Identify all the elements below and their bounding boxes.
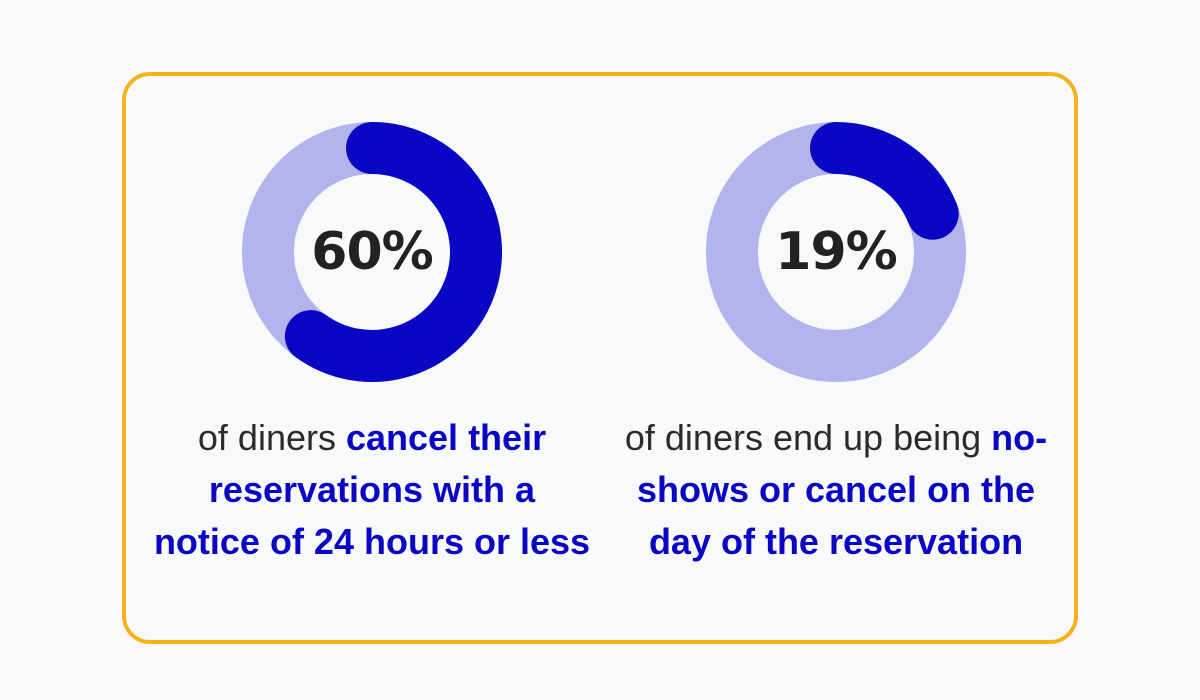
stats-card: 60% of diners cancel their reservations … (122, 72, 1078, 644)
caption-emphasis-text: cancel their reservations with a notice … (153, 417, 591, 562)
caption-plain-text: of diners end up being (624, 417, 992, 458)
caption-plain-text: of diners (197, 417, 346, 458)
caption-emphasis-text: no-shows or cancel on the day of the res… (636, 417, 1048, 562)
stat-cancel-24h: 60% of diners cancel their reservations … (152, 112, 592, 568)
stat-no-shows: 19% of diners end up being no-shows or c… (616, 112, 1056, 568)
donut-chart-no-shows: 19% (706, 122, 966, 382)
stat-caption: of diners end up being no-shows or cance… (616, 412, 1056, 568)
stat-caption: of diners cancel their reservations with… (152, 412, 592, 568)
donut-value-label: 60% (311, 222, 432, 282)
donut-value-arc (284, 122, 502, 382)
donut-value-label: 19% (775, 222, 896, 282)
donut-chart-cancel-24h: 60% (242, 122, 502, 382)
donut-value-arc (810, 122, 959, 240)
